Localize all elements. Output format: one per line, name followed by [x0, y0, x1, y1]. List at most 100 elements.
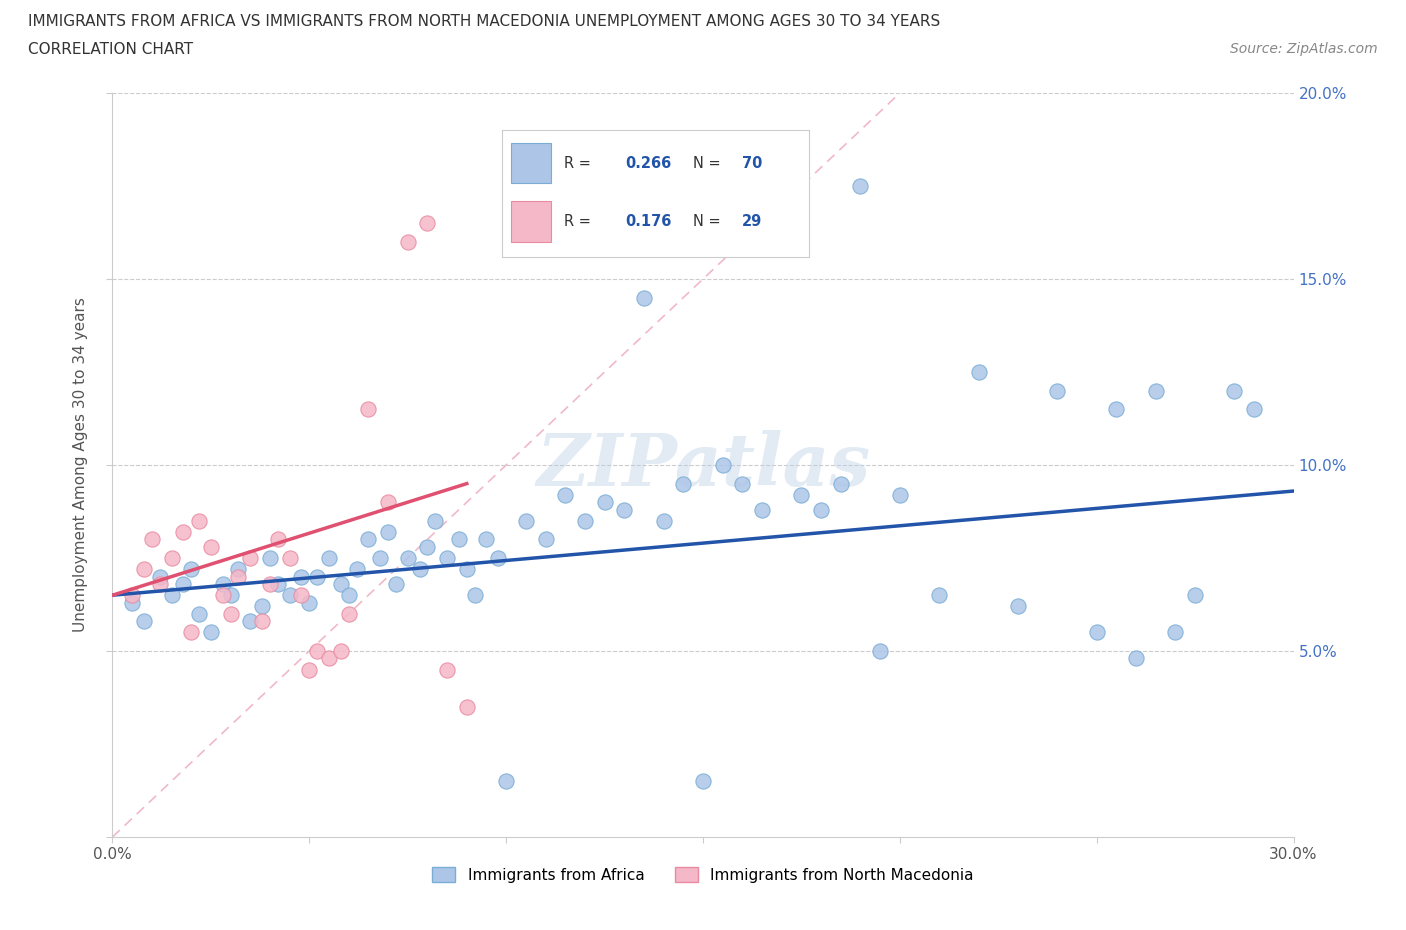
Point — [751, 502, 773, 517]
Point — [967, 365, 990, 379]
Point — [593, 495, 616, 510]
Point — [250, 614, 273, 629]
Point — [849, 179, 872, 193]
Point — [149, 577, 172, 591]
Point — [200, 625, 222, 640]
Point — [436, 662, 458, 677]
Point — [239, 551, 262, 565]
Point — [1144, 383, 1167, 398]
Point — [928, 588, 950, 603]
Point — [180, 625, 202, 640]
Point — [318, 551, 340, 565]
Point — [416, 216, 439, 231]
Point — [436, 551, 458, 565]
Point — [1125, 651, 1147, 666]
Point — [652, 513, 675, 528]
Point — [1164, 625, 1187, 640]
Point — [495, 774, 517, 789]
Point — [1184, 588, 1206, 603]
Point — [172, 525, 194, 539]
Point — [141, 532, 163, 547]
Point — [188, 606, 211, 621]
Point — [188, 513, 211, 528]
Point — [329, 644, 352, 658]
Point — [574, 513, 596, 528]
Point — [456, 699, 478, 714]
Point — [1105, 402, 1128, 417]
Point — [290, 569, 312, 584]
Y-axis label: Unemployment Among Ages 30 to 34 years: Unemployment Among Ages 30 to 34 years — [73, 298, 89, 632]
Point — [132, 614, 155, 629]
Text: Source: ZipAtlas.com: Source: ZipAtlas.com — [1230, 42, 1378, 56]
Point — [368, 551, 391, 565]
Text: CORRELATION CHART: CORRELATION CHART — [28, 42, 193, 57]
Point — [377, 525, 399, 539]
Point — [830, 476, 852, 491]
Point — [475, 532, 498, 547]
Point — [889, 487, 911, 502]
Point — [790, 487, 813, 502]
Point — [307, 644, 329, 658]
Point — [447, 532, 470, 547]
Point — [456, 562, 478, 577]
Point — [160, 588, 183, 603]
Point — [267, 532, 290, 547]
Text: IMMIGRANTS FROM AFRICA VS IMMIGRANTS FROM NORTH MACEDONIA UNEMPLOYMENT AMONG AGE: IMMIGRANTS FROM AFRICA VS IMMIGRANTS FRO… — [28, 14, 941, 29]
Point — [810, 502, 832, 517]
Point — [298, 662, 321, 677]
Point — [290, 588, 312, 603]
Point — [172, 577, 194, 591]
Point — [869, 644, 891, 658]
Text: ZIPatlas: ZIPatlas — [536, 430, 870, 500]
Point — [329, 577, 352, 591]
Legend: Immigrants from Africa, Immigrants from North Macedonia: Immigrants from Africa, Immigrants from … — [426, 860, 980, 889]
Point — [337, 588, 360, 603]
Point — [377, 495, 399, 510]
Point — [416, 539, 439, 554]
Point — [259, 577, 281, 591]
Point — [385, 577, 408, 591]
Point — [1046, 383, 1069, 398]
Point — [337, 606, 360, 621]
Point — [396, 551, 419, 565]
Point — [211, 588, 233, 603]
Point — [1223, 383, 1246, 398]
Point — [259, 551, 281, 565]
Point — [1085, 625, 1108, 640]
Point — [672, 476, 695, 491]
Point — [180, 562, 202, 577]
Point — [357, 402, 380, 417]
Point — [633, 290, 655, 305]
Point — [228, 569, 250, 584]
Point — [346, 562, 368, 577]
Point — [554, 487, 576, 502]
Point — [278, 551, 301, 565]
Point — [692, 774, 714, 789]
Point — [357, 532, 380, 547]
Point — [149, 569, 172, 584]
Point — [121, 595, 143, 610]
Point — [515, 513, 537, 528]
Point — [613, 502, 636, 517]
Point — [211, 577, 233, 591]
Point — [219, 606, 242, 621]
Point — [298, 595, 321, 610]
Point — [160, 551, 183, 565]
Point — [1243, 402, 1265, 417]
Point — [267, 577, 290, 591]
Point — [132, 562, 155, 577]
Point — [278, 588, 301, 603]
Point — [219, 588, 242, 603]
Point — [228, 562, 250, 577]
Point — [711, 458, 734, 472]
Point — [121, 588, 143, 603]
Point — [318, 651, 340, 666]
Point — [770, 179, 793, 193]
Point — [396, 234, 419, 249]
Point — [425, 513, 447, 528]
Point — [239, 614, 262, 629]
Point — [464, 588, 486, 603]
Point — [408, 562, 430, 577]
Point — [250, 599, 273, 614]
Point — [1007, 599, 1029, 614]
